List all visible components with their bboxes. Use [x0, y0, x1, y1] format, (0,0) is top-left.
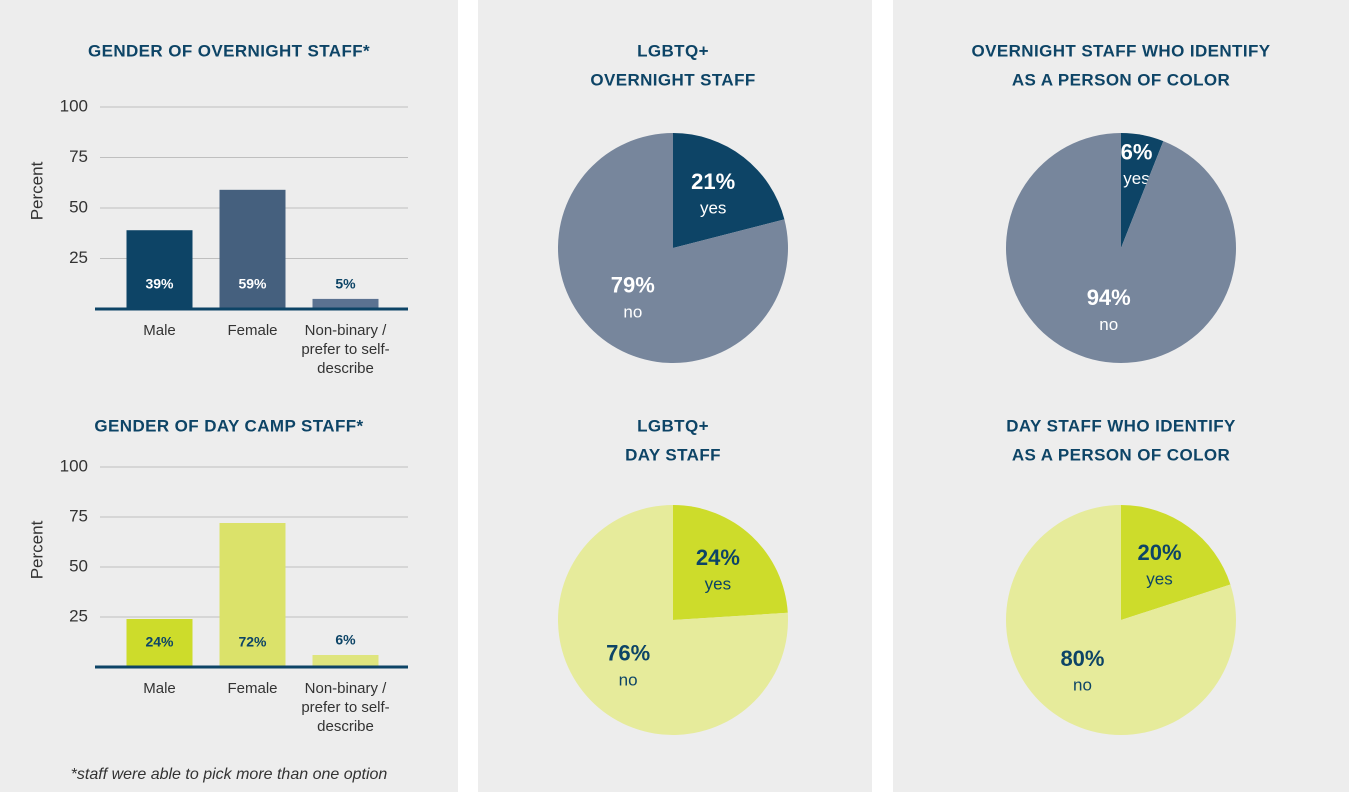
x-tick-label-box: Male [143, 680, 176, 697]
chart-title: LGBTQ+ [637, 416, 709, 435]
y-tick-label: 100 [60, 96, 88, 115]
slice-value-label: 76% [606, 641, 650, 666]
x-tick-label: Non-binary / prefer to self-describe [301, 680, 390, 735]
slice-value-label: 80% [1060, 646, 1104, 671]
y-tick-label: 25 [69, 248, 88, 267]
pie-slice [673, 505, 788, 620]
y-axis-label: Percent [27, 161, 46, 220]
slice-value-label: 79% [611, 273, 655, 298]
slice-category-label: no [1099, 315, 1118, 334]
slice-value-label: 20% [1138, 540, 1182, 565]
slice-value-label: 21% [691, 169, 735, 194]
chart-title: LGBTQ+ [637, 41, 709, 60]
slice-value-label: 6% [1121, 139, 1153, 164]
slice-category-label: no [623, 302, 642, 321]
pie-slice [1121, 505, 1231, 620]
bar [312, 298, 379, 309]
pie-slice [557, 505, 788, 735]
x-tick-label-box: Female [227, 322, 278, 339]
x-tick-label: Female [227, 680, 278, 697]
chart-title: GENDER OF DAY CAMP STAFF* [94, 416, 363, 435]
x-tick-label-box: Male [143, 322, 176, 339]
slice-category-label: yes [705, 575, 731, 594]
y-tick-label: 50 [69, 197, 88, 216]
y-tick-label: 50 [69, 556, 88, 575]
pie-slice [557, 133, 789, 364]
x-tick-label: Male [143, 322, 176, 339]
bar-value-label: 59% [238, 276, 267, 292]
y-tick-label: 25 [69, 606, 88, 625]
bar-value-label: 72% [238, 634, 267, 650]
slice-category-label: yes [1123, 169, 1149, 188]
slice-category-label: yes [1146, 569, 1172, 588]
y-axis-label: Percent [27, 520, 46, 579]
bar [219, 523, 286, 667]
chart-title: OVERNIGHT STAFF WHO IDENTIFY [972, 41, 1271, 60]
x-tick-label-box: Non-binary / prefer to self-describe [301, 322, 390, 377]
slice-value-label: 94% [1087, 285, 1131, 310]
chart-title: OVERNIGHT STAFF [590, 70, 755, 89]
bar-value-label: 6% [335, 632, 356, 648]
y-tick-label: 100 [60, 456, 88, 475]
panel [0, 0, 458, 792]
chart-title: GENDER OF OVERNIGHT STAFF* [88, 41, 370, 60]
slice-category-label: yes [700, 199, 726, 218]
y-tick-label: 75 [69, 506, 88, 525]
x-tick-label-box: Non-binary / prefer to self-describe [301, 680, 390, 735]
x-tick-label: Non-binary / prefer to self-describe [301, 322, 390, 377]
bar [312, 655, 379, 667]
chart-title: AS A PERSON OF COLOR [1012, 70, 1230, 89]
bar-value-label: 5% [335, 276, 356, 292]
slice-category-label: no [619, 670, 638, 689]
bar-value-label: 24% [145, 634, 174, 650]
pie-slice [1005, 505, 1236, 735]
chart-title: DAY STAFF WHO IDENTIFY [1006, 416, 1236, 435]
pie-slice [1006, 133, 1236, 363]
x-tick-label: Male [143, 680, 176, 697]
chart-title: DAY STAFF [625, 445, 721, 464]
chart-title: AS A PERSON OF COLOR [1012, 445, 1230, 464]
slice-value-label: 24% [696, 545, 740, 570]
slice-category-label: no [1073, 676, 1092, 695]
pie-slice [673, 133, 785, 248]
footnote: *staff were able to pick more than one o… [71, 766, 388, 783]
bar [219, 189, 286, 309]
x-tick-label: Female [227, 322, 278, 339]
x-tick-label-box: Female [227, 680, 278, 697]
pie-slice [1121, 133, 1164, 248]
bar [126, 619, 193, 667]
y-tick-label: 75 [69, 147, 88, 166]
bar [126, 230, 193, 309]
bar-value-label: 39% [145, 276, 174, 292]
